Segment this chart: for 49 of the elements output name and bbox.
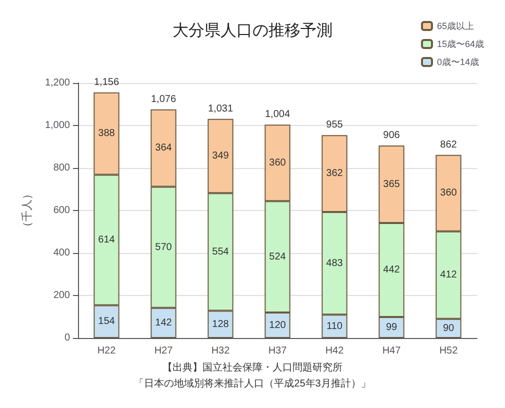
y-tick-label: 1,000 [44,120,70,131]
total-label: 1,031 [208,103,234,114]
data-label: 154 [98,316,116,328]
y-tick-label: 600 [53,205,70,216]
total-label: 1,076 [150,94,176,105]
y-tick-label: 0 [64,332,70,344]
y-tick-label: 800 [53,162,70,174]
data-label: 362 [326,168,344,180]
chart-title: 大分県人口の推移予測 [172,22,332,40]
y-tick-label: 200 [53,290,70,301]
x-tick-label: H27 [154,346,174,356]
x-tick-label: H37 [268,346,288,356]
data-label: 360 [269,157,286,168]
x-tick-label: H47 [382,346,402,356]
data-label: 570 [155,242,172,253]
y-axis-title: （千人） [20,188,34,232]
total-label: 1,156 [94,76,120,88]
legend-label: 65歳以上 [436,21,474,31]
legend-label: 0歳〜14歳 [436,57,480,67]
total-label: 1,004 [264,109,290,120]
data-label: 442 [383,264,400,276]
y-tick-label: 1,200 [44,78,70,88]
data-label: 128 [212,318,230,330]
y-tick-label: 400 [53,248,70,258]
data-label: 614 [98,234,116,246]
data-label: 365 [383,178,400,190]
data-label: 349 [212,150,230,162]
data-label: 483 [326,258,344,269]
data-label: 110 [326,320,343,332]
x-tick-label: H22 [97,346,116,356]
data-label: 99 [386,322,398,333]
data-label: 554 [212,246,230,258]
total-label: 862 [440,139,458,150]
x-tick-label: H52 [439,346,458,356]
data-label: 412 [440,270,458,281]
data-label: 120 [269,320,286,331]
data-label: 90 [442,322,454,334]
data-label: 360 [440,188,458,199]
legend-label: 15歳〜64歳 [436,39,484,49]
data-label: 364 [155,142,172,154]
text: 【出典】国立社会保障・人口問題研究所 [162,362,342,374]
x-tick-label: H42 [325,346,344,356]
total-label: 906 [383,130,400,141]
data-label: 388 [98,128,116,140]
data-label: 142 [155,317,172,328]
text: 「日本の地域別将来推計人口（平成25年3月推計）」 [134,378,371,390]
x-tick-label: H32 [211,346,230,356]
data-label: 524 [269,251,286,262]
total-label: 955 [326,120,344,131]
